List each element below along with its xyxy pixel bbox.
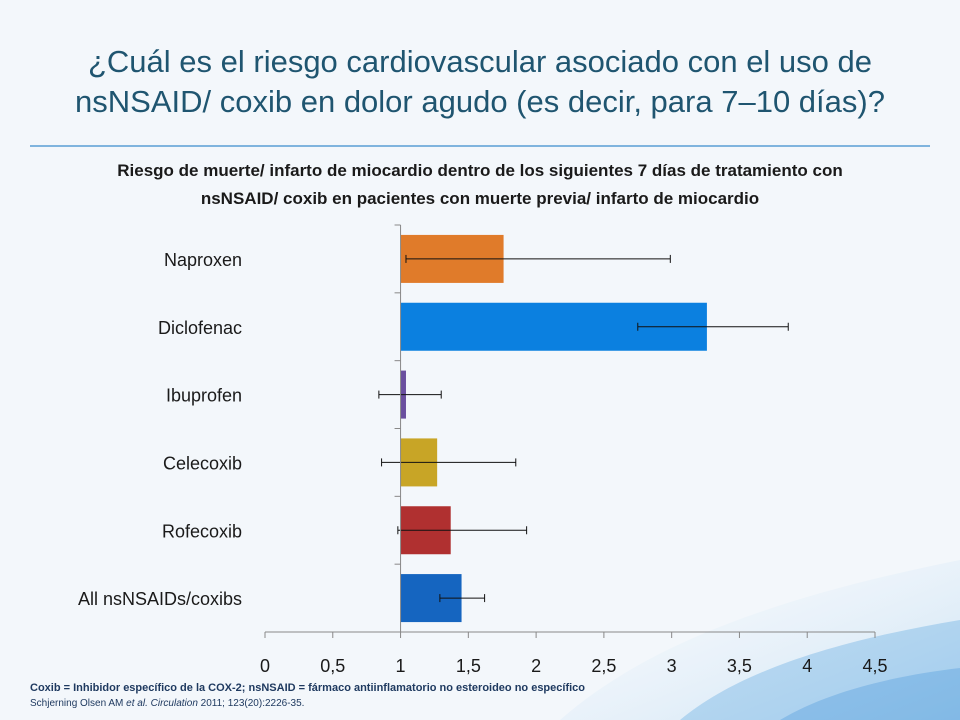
citation-etal: et al. (126, 698, 151, 709)
x-tick-label: 2,5 (591, 656, 616, 676)
citation-details: 2011; 123(20):2226-35. (197, 698, 305, 709)
category-label: Ibuprofen (166, 386, 242, 406)
x-tick-label: 4 (802, 656, 812, 676)
x-tick-label: 4,5 (862, 656, 887, 676)
bars-layer (378, 234, 789, 623)
x-tick-label: 3 (667, 656, 677, 676)
x-tick-label: 3,5 (727, 656, 752, 676)
citation: Schjerning Olsen AM et al. Circulation 2… (30, 698, 304, 709)
footnote: Coxib = Inhibidor específico de la COX-2… (30, 682, 586, 694)
category-label: Naproxen (164, 250, 242, 270)
citation-journal: Circulation (150, 698, 198, 709)
x-tick-label: 1 (396, 656, 406, 676)
subtitle-line-2: nsNSAID/ coxib en pacientes con muerte p… (200, 189, 760, 208)
x-tick-label: 0 (260, 656, 270, 676)
category-label: Celecoxib (163, 453, 242, 473)
category-label: Rofecoxib (162, 521, 242, 541)
subtitle-line-1: Riesgo de muerte/ infarto de miocardio d… (117, 161, 843, 180)
x-tick-label: 0,5 (320, 656, 345, 676)
x-tick-label: 1,5 (456, 656, 481, 676)
category-label: Diclofenac (158, 318, 242, 338)
page-title: ¿Cuál es el riesgo cardiovascular asocia… (75, 44, 885, 119)
title-divider (30, 145, 930, 147)
citation-authors: Schjerning Olsen AM (30, 698, 127, 709)
labels-layer: Naproxen Diclofenac Ibuprofen Celecoxib Rofe… (78, 250, 888, 676)
x-tick-label: 2 (531, 656, 541, 676)
chart-subtitle: Riesgo de muerte/ infarto de miocardio d… (20, 157, 940, 213)
axis-layer (264, 224, 876, 638)
category-label: All nsNSAIDs/coxibs (78, 589, 242, 609)
